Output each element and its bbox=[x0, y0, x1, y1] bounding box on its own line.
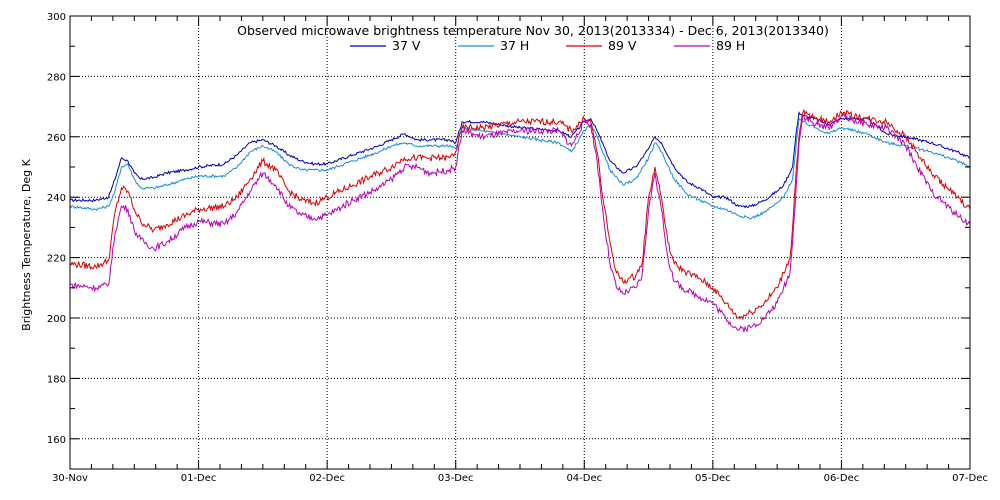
legend-label: 37 V bbox=[392, 38, 421, 53]
y-tick-label: 280 bbox=[47, 72, 66, 83]
grid-lines bbox=[70, 16, 970, 469]
series-line-37-v bbox=[69, 111, 971, 209]
x-tick-label: 05-Dec bbox=[695, 473, 731, 484]
y-tick-label: 200 bbox=[47, 314, 66, 325]
y-tick-label: 160 bbox=[47, 435, 66, 446]
x-tick-label: 03-Dec bbox=[438, 473, 474, 484]
series-line-37-h bbox=[69, 117, 971, 220]
y-tick-label: 180 bbox=[47, 374, 66, 385]
y-axis-title: Brightness Temperature, Deg K bbox=[20, 158, 33, 330]
x-tick-label: 07-Dec bbox=[952, 473, 988, 484]
series-lines bbox=[69, 108, 971, 333]
y-tick-label: 300 bbox=[47, 12, 66, 23]
x-tick-label: 06-Dec bbox=[824, 473, 860, 484]
chart-title: Observed microwave brightness temperatur… bbox=[237, 23, 829, 38]
plot-frame bbox=[69, 15, 971, 470]
legend: 37 V 37 H 89 V 89 H bbox=[350, 38, 745, 53]
y-tick-label: 240 bbox=[47, 193, 66, 204]
series-line-89-h bbox=[69, 113, 971, 333]
x-tick-label: 30-Nov bbox=[52, 473, 88, 484]
legend-label: 37 H bbox=[500, 38, 529, 53]
y-tick-label: 220 bbox=[47, 254, 66, 265]
x-tick-label: 04-Dec bbox=[566, 473, 602, 484]
x-tick-label: 02-Dec bbox=[309, 473, 345, 484]
legend-label: 89 V bbox=[608, 38, 637, 53]
axes: 160 180 200 220 240 260 280 300 30-Nov 01-Dec 02-D… bbox=[47, 12, 988, 484]
y-tick-label: 260 bbox=[47, 133, 66, 144]
legend-label: 89 H bbox=[716, 38, 745, 53]
x-tick-label: 01-Dec bbox=[181, 473, 217, 484]
series-line-89-v bbox=[69, 108, 971, 321]
